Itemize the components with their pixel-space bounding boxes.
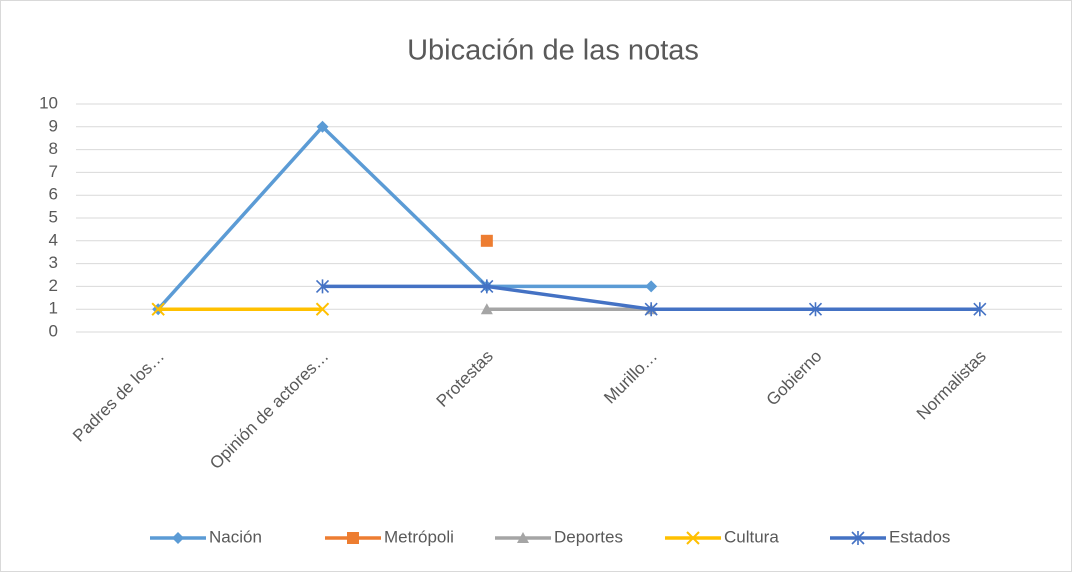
y-tick-label: 5 [49, 207, 58, 226]
series-line [156, 125, 652, 311]
chart-title: Ubicación de las notas [407, 35, 699, 67]
legend-label: Estados [889, 527, 950, 546]
marker-shape [315, 279, 330, 294]
marker-shape [480, 234, 493, 247]
marker [480, 234, 493, 247]
y-tick-label: 6 [49, 185, 58, 204]
y-tick-label: 0 [49, 321, 58, 340]
marker-shape [151, 302, 165, 316]
legend-item: Cultura [665, 527, 779, 546]
y-tick-label: 8 [49, 139, 58, 158]
legend-label: Nación [209, 527, 262, 546]
legend-label: Cultura [724, 527, 779, 546]
marker-shape [315, 302, 330, 316]
legend-item: Deportes [495, 527, 623, 546]
y-tick-label: 2 [49, 276, 58, 295]
y-tick-label: 9 [49, 116, 58, 135]
legend-item: Nación [150, 527, 262, 546]
marker [851, 531, 865, 545]
marker-shape [645, 280, 658, 293]
marker-shape [347, 532, 359, 544]
marker-shape [686, 531, 700, 545]
marker-shape [644, 302, 658, 317]
marker [644, 302, 658, 317]
legend-item: Metrópoli [325, 527, 454, 546]
marker [151, 302, 165, 316]
marker-shape [172, 532, 184, 544]
legend-item: Estados [830, 527, 950, 546]
marker-shape [316, 120, 329, 133]
marker [645, 280, 658, 293]
marker-shape [480, 303, 493, 315]
y-tick-label: 10 [39, 93, 58, 112]
y-tick-label: 1 [49, 299, 58, 318]
marker [686, 531, 700, 545]
marker [808, 302, 823, 317]
legend-label: Metrópoli [384, 527, 454, 546]
marker [315, 302, 330, 316]
marker [315, 279, 330, 294]
y-tick-label: 4 [49, 230, 58, 249]
marker [480, 279, 494, 294]
marker [347, 532, 359, 544]
marker [973, 302, 987, 317]
marker [480, 303, 493, 315]
y-tick-label: 3 [49, 253, 58, 272]
marker [172, 532, 184, 544]
marker-shape [517, 532, 529, 543]
y-tick-label: 7 [49, 162, 58, 181]
marker-shape [851, 531, 865, 545]
marker-shape [808, 302, 823, 317]
marker [316, 120, 329, 133]
marker [517, 532, 529, 543]
marker-shape [480, 279, 494, 294]
legend-label: Deportes [554, 527, 623, 546]
marker-shape [973, 302, 987, 317]
